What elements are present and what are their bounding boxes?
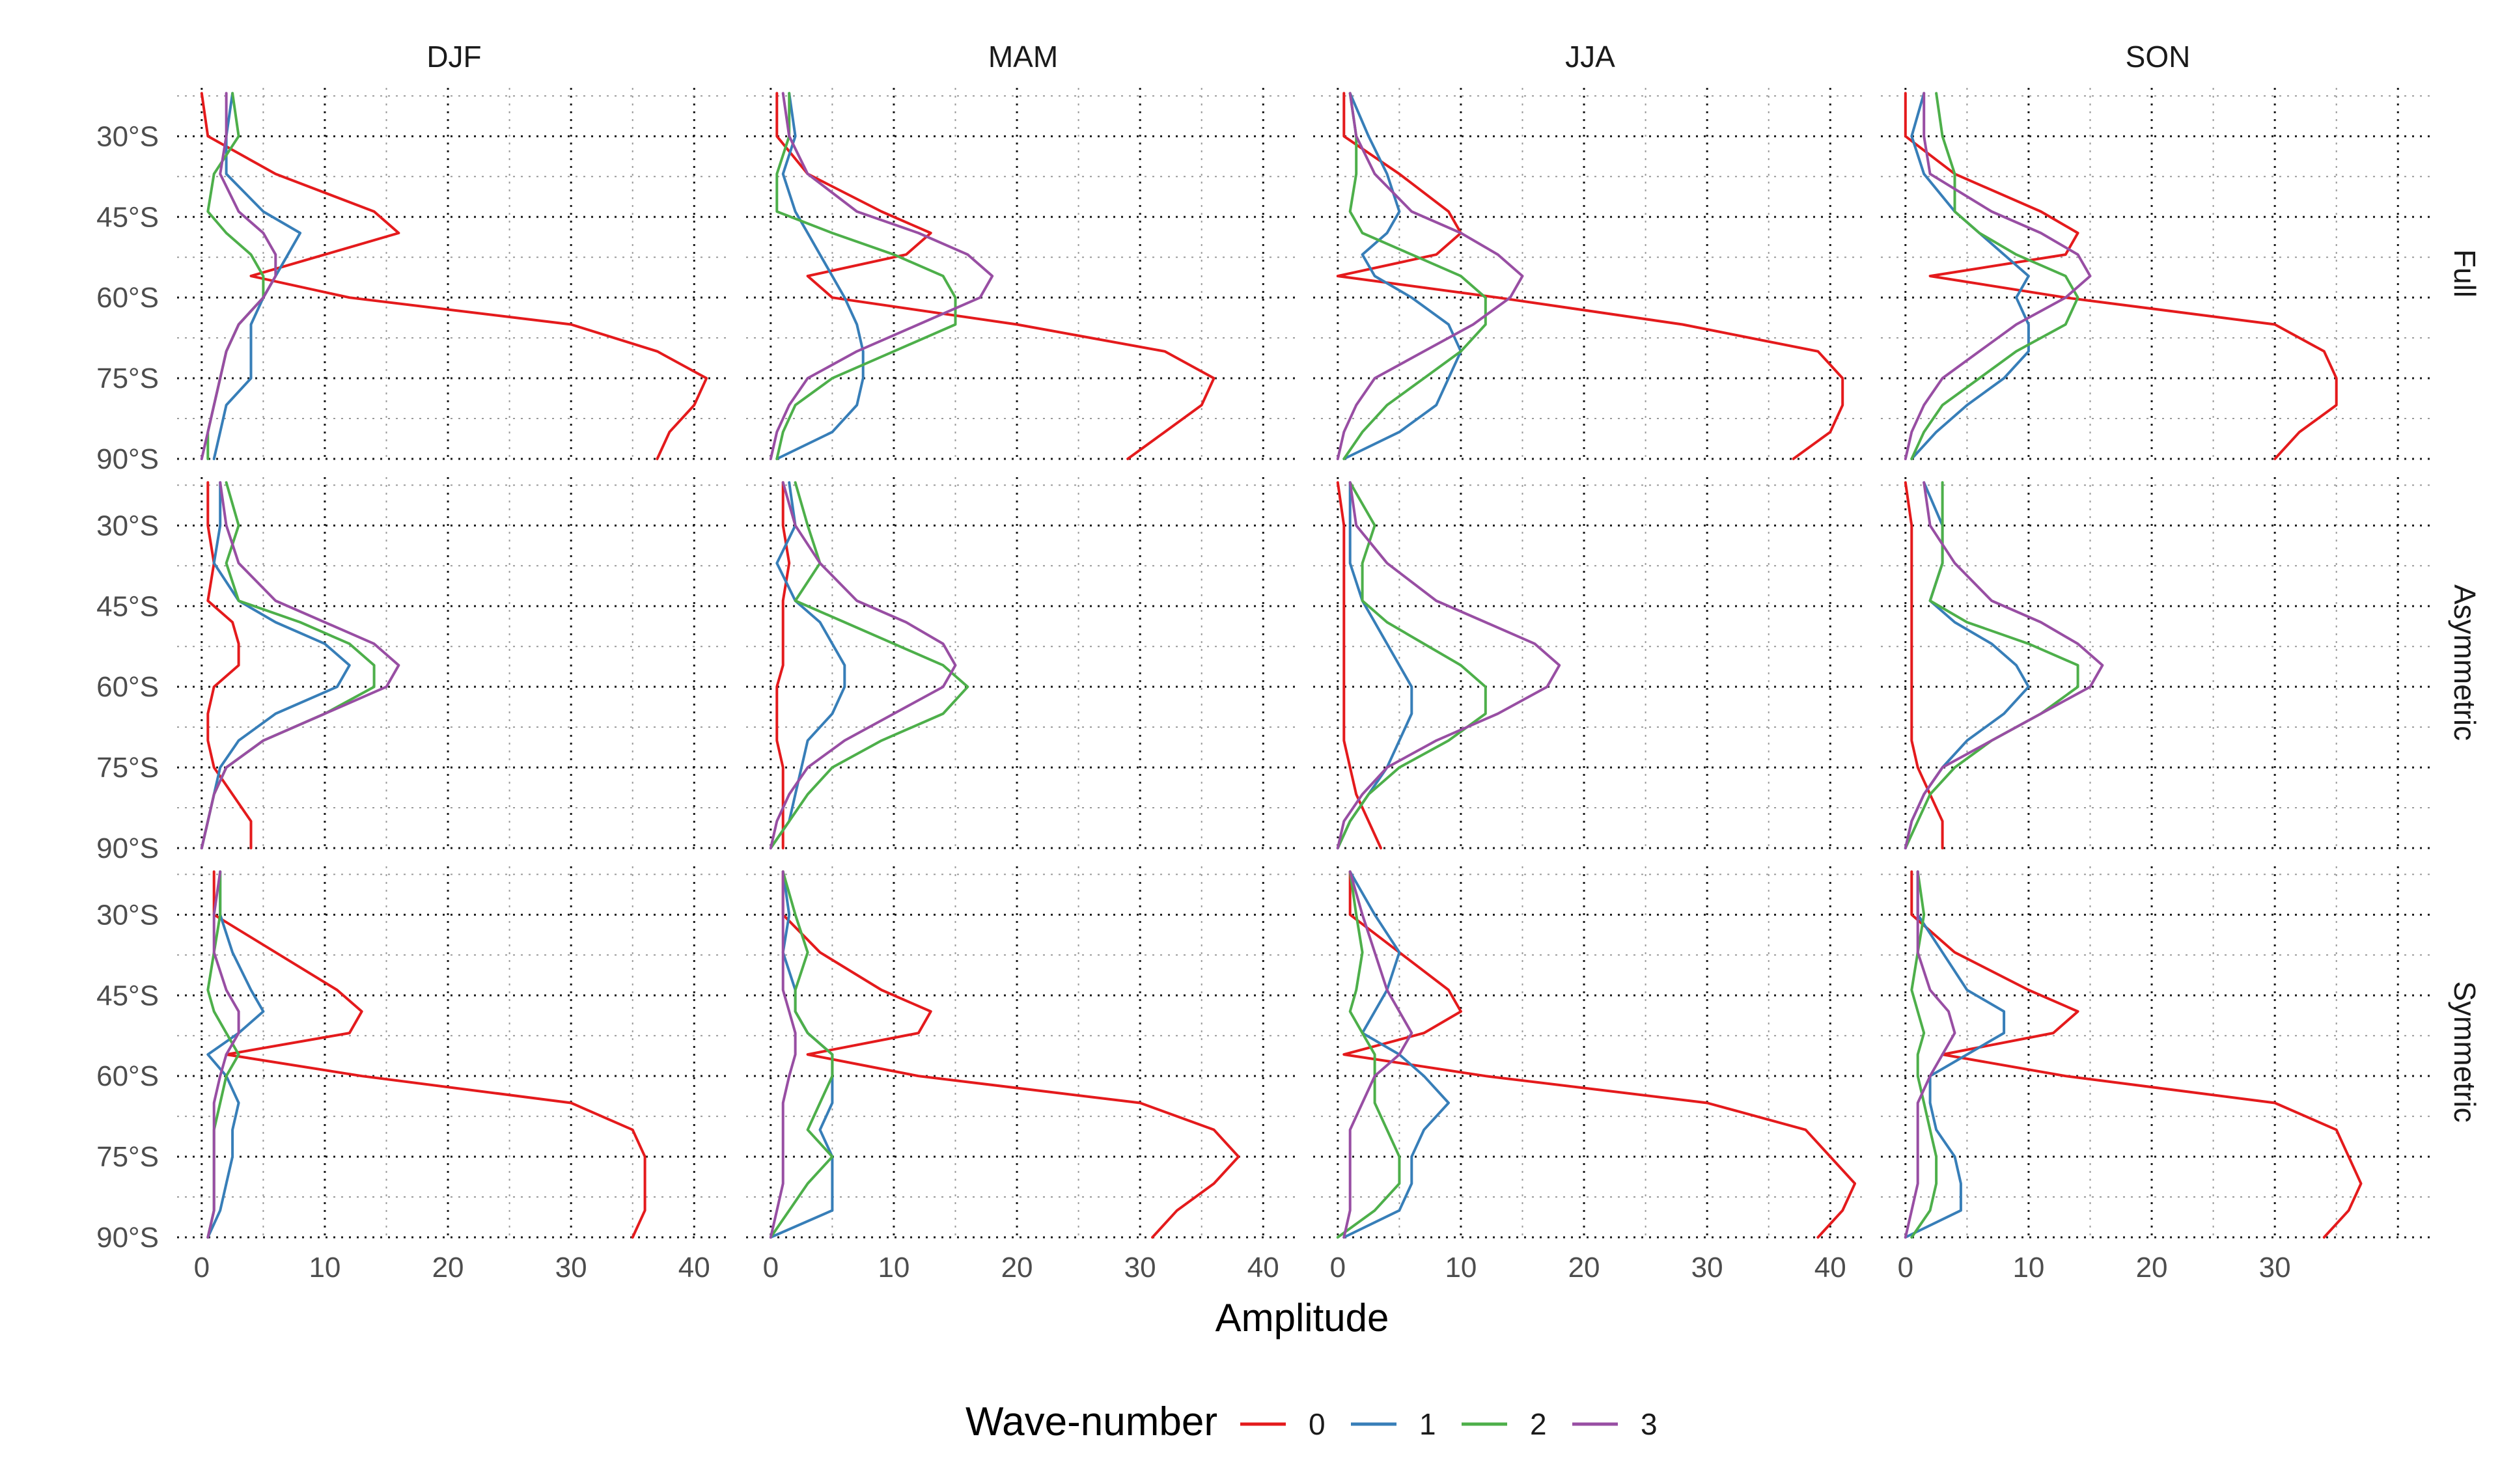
series-line-wave-3-asymmetric-son xyxy=(1904,481,2104,849)
label-layer: Amplitude 30°S 45°S 60°S 75°S 90°S 30°S 45°S 60… xyxy=(96,40,2482,1340)
x-tick-label: 20 xyxy=(1568,1252,1600,1284)
x-tick-label: 10 xyxy=(1445,1252,1477,1284)
series-line-wave-2-symmetric-mam xyxy=(769,870,834,1239)
series-line-wave-0-symmetric-mam xyxy=(781,870,1240,1239)
series-line-wave-3-full-jja xyxy=(1336,92,1524,460)
y-tick-label: 75°S xyxy=(96,752,159,784)
x-tick-label: 10 xyxy=(878,1252,910,1284)
facet-row-label: Full xyxy=(2448,249,2482,297)
legend-title: Wave-number xyxy=(965,1399,1217,1444)
series-line-wave-2-symmetric-jja xyxy=(1336,870,1401,1239)
series-line-wave-2-asymmetric-jja xyxy=(1336,481,1487,849)
legend-label: 2 xyxy=(1530,1407,1547,1441)
x-tick-label: 0 xyxy=(1898,1252,1913,1284)
series-line-wave-2-asymmetric-mam xyxy=(769,481,969,849)
grid-layer xyxy=(177,88,2435,1239)
series-line-wave-0-full-djf xyxy=(200,92,708,460)
facet-row-label: Asymmetric xyxy=(2448,584,2482,741)
x-tick-label: 10 xyxy=(2012,1252,2044,1284)
series-line-wave-1-asymmetric-djf xyxy=(200,481,351,849)
x-tick-label: 10 xyxy=(309,1252,340,1284)
y-tick-label: 60°S xyxy=(96,671,159,703)
x-tick-label: 20 xyxy=(2136,1252,2168,1284)
series-line-wave-2-full-jja xyxy=(1342,92,1487,460)
series-line-wave-0-full-jja xyxy=(1336,92,1844,460)
series-line-wave-0-full-mam xyxy=(775,92,1215,460)
series-line-wave-0-asymmetric-jja xyxy=(1336,481,1382,849)
y-tick-label: 60°S xyxy=(96,1060,159,1092)
x-tick-label: 30 xyxy=(2259,1252,2291,1284)
series-line-wave-1-full-mam xyxy=(775,92,865,460)
series-line-wave-3-full-son xyxy=(1904,92,2092,460)
series-line-wave-3-symmetric-mam xyxy=(769,870,797,1239)
legend-label: 0 xyxy=(1309,1407,1326,1441)
x-tick-label: 40 xyxy=(1247,1252,1279,1284)
facet-column-label: JJA xyxy=(1565,40,1615,74)
x-tick-label: 30 xyxy=(1124,1252,1156,1284)
legend: Wave-number 0 1 2 3 xyxy=(965,1399,1658,1444)
series-line-wave-3-asymmetric-mam xyxy=(769,481,957,849)
y-tick-label: 60°S xyxy=(96,282,159,314)
x-tick-label: 0 xyxy=(194,1252,210,1284)
series-line-wave-3-asymmetric-jja xyxy=(1336,481,1561,849)
series-line-wave-1-symmetric-mam xyxy=(769,870,834,1239)
x-axis-title: Amplitude xyxy=(1215,1296,1389,1340)
x-tick-label: 20 xyxy=(432,1252,464,1284)
y-tick-label: 45°S xyxy=(96,590,159,622)
series-line-wave-0-symmetric-jja xyxy=(1342,870,1857,1239)
series-line-wave-3-symmetric-son xyxy=(1904,870,1956,1239)
y-tick-label: 75°S xyxy=(96,363,159,394)
x-tick-label: 0 xyxy=(763,1252,779,1284)
y-tick-label: 90°S xyxy=(96,443,159,475)
series-line-wave-0-symmetric-djf xyxy=(212,870,646,1239)
series-line-wave-2-asymmetric-son xyxy=(1904,481,2079,849)
series-line-wave-1-symmetric-jja xyxy=(1342,870,1450,1239)
series-line-wave-1-full-son xyxy=(1910,92,2030,460)
facet-column-label: MAM xyxy=(988,40,1058,74)
facet-column-label: SON xyxy=(2126,40,2191,74)
x-tick-label: 30 xyxy=(1691,1252,1723,1284)
series-line-wave-3-asymmetric-djf xyxy=(200,481,400,849)
series-line-wave-1-asymmetric-mam xyxy=(769,481,846,849)
y-tick-label: 30°S xyxy=(96,510,159,542)
series-line-wave-1-symmetric-son xyxy=(1904,870,2006,1239)
y-tick-label: 30°S xyxy=(96,899,159,931)
legend-label: 3 xyxy=(1641,1407,1658,1441)
series-line-wave-2-full-mam xyxy=(775,92,957,460)
facet-column-label: DJF xyxy=(426,40,481,74)
series-layer xyxy=(200,92,2363,1239)
series-line-wave-3-full-djf xyxy=(200,92,277,460)
series-line-wave-0-asymmetric-mam xyxy=(775,481,791,849)
x-tick-label: 30 xyxy=(555,1252,587,1284)
legend-label: 1 xyxy=(1419,1407,1436,1441)
series-line-wave-2-full-son xyxy=(1910,92,2079,460)
y-tick-label: 90°S xyxy=(96,832,159,864)
x-tick-label: 0 xyxy=(1330,1252,1346,1284)
series-line-wave-3-symmetric-jja xyxy=(1342,870,1413,1239)
series-line-wave-3-full-mam xyxy=(769,92,994,460)
series-line-wave-3-symmetric-djf xyxy=(206,870,240,1239)
x-tick-label: 40 xyxy=(678,1252,710,1284)
series-line-wave-0-full-son xyxy=(1904,92,2338,460)
x-tick-label: 40 xyxy=(1814,1252,1846,1284)
y-tick-label: 30°S xyxy=(96,120,159,152)
series-line-wave-1-full-jja xyxy=(1342,92,1462,460)
series-line-wave-2-symmetric-son xyxy=(1910,870,1938,1239)
series-line-wave-1-asymmetric-jja xyxy=(1336,481,1413,849)
facet-row-label: Symmetric xyxy=(2448,981,2482,1122)
y-tick-label: 90°S xyxy=(96,1222,159,1254)
y-tick-label: 45°S xyxy=(96,980,159,1011)
series-line-wave-1-symmetric-djf xyxy=(206,870,265,1239)
y-tick-label: 75°S xyxy=(96,1141,159,1173)
x-tick-label: 20 xyxy=(1001,1252,1033,1284)
series-line-wave-0-asymmetric-djf xyxy=(206,481,253,849)
y-tick-label: 45°S xyxy=(96,201,159,233)
series-line-wave-0-symmetric-son xyxy=(1910,870,2363,1239)
